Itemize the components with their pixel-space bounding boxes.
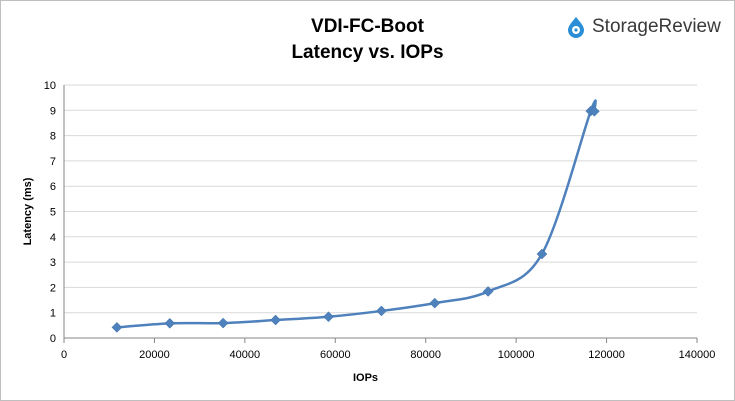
data-point-marker (429, 297, 441, 309)
x-tick-label: 140000 (679, 349, 716, 361)
y-tick-label: 3 (50, 257, 56, 269)
y-tick-label: 7 (50, 156, 56, 168)
data-point-marker (482, 286, 494, 297)
data-point-marker (217, 317, 229, 329)
y-tick-label: 10 (44, 80, 56, 92)
y-tick-label: 0 (50, 333, 56, 345)
y-tick-label: 5 (50, 207, 56, 219)
y-tick-label: 2 (50, 282, 56, 294)
chart-title: VDI-FC-Boot Latency vs. IOPs (0, 14, 735, 66)
data-point-marker (323, 311, 334, 323)
storagereview-logo: StorageReview (566, 14, 721, 40)
y-tick-label: 1 (50, 308, 56, 320)
x-tick-label: 60000 (320, 349, 351, 361)
series-line (116, 99, 597, 329)
x-tick-label: 120000 (588, 349, 625, 361)
data-point-marker (589, 105, 600, 117)
data-point-marker (164, 317, 176, 329)
x-axis-label: IOPs (353, 372, 378, 384)
data-point-marker (270, 314, 281, 326)
y-tick-label: 9 (50, 105, 56, 117)
x-tick-label: 40000 (230, 349, 261, 361)
x-tick-label: 0 (61, 349, 67, 361)
chart-title-line2: Latency vs. IOPs (291, 42, 444, 63)
x-tick-label: 20000 (139, 349, 170, 361)
storagereview-logo-icon (568, 17, 584, 38)
x-tick-label: 80000 (410, 349, 441, 361)
data-point-marker (376, 305, 387, 317)
data-point-marker (536, 248, 548, 260)
y-tick-label: 6 (50, 181, 56, 193)
x-tick-label: 100000 (498, 349, 535, 361)
logo-text: StorageReview (592, 16, 721, 37)
y-tick-label: 4 (50, 232, 56, 244)
chart-title-line1: VDI-FC-Boot (311, 16, 424, 37)
y-tick-label: 8 (50, 131, 56, 143)
y-axis-label: Latency (ms) (22, 177, 34, 245)
data-point-marker (111, 322, 123, 333)
